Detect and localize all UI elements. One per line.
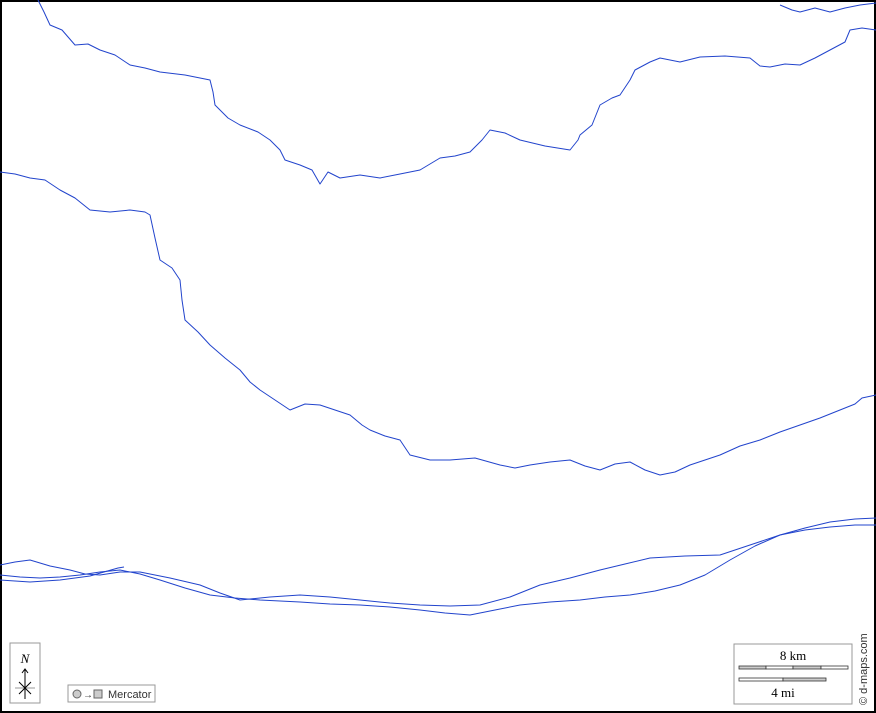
scale-bar: 8 km 4 mi — [733, 643, 853, 705]
river-north — [37, 0, 876, 185]
river-northeast — [779, 2, 876, 13]
river-south-c — [0, 566, 125, 583]
scale-mi-label: 4 mi — [771, 685, 795, 700]
compass-north-label: N — [20, 651, 31, 666]
scale-box — [733, 643, 853, 705]
scale-mi-bar — [738, 677, 827, 682]
credit-text: © d-maps.com — [858, 633, 870, 705]
compass: N — [9, 642, 41, 704]
svg-text:→: → — [83, 690, 93, 701]
scale-km-label: 8 km — [780, 648, 806, 663]
circle-to-square-icon: → — [72, 689, 103, 701]
river-middle — [0, 171, 876, 476]
scale-km-bar — [738, 665, 849, 670]
projection-box — [67, 684, 156, 703]
projection-label: Mercator — [108, 689, 152, 701]
north-arrow-icon — [15, 668, 35, 699]
river-south-b — [0, 524, 876, 616]
projection-legend: → Mercator — [67, 684, 156, 703]
